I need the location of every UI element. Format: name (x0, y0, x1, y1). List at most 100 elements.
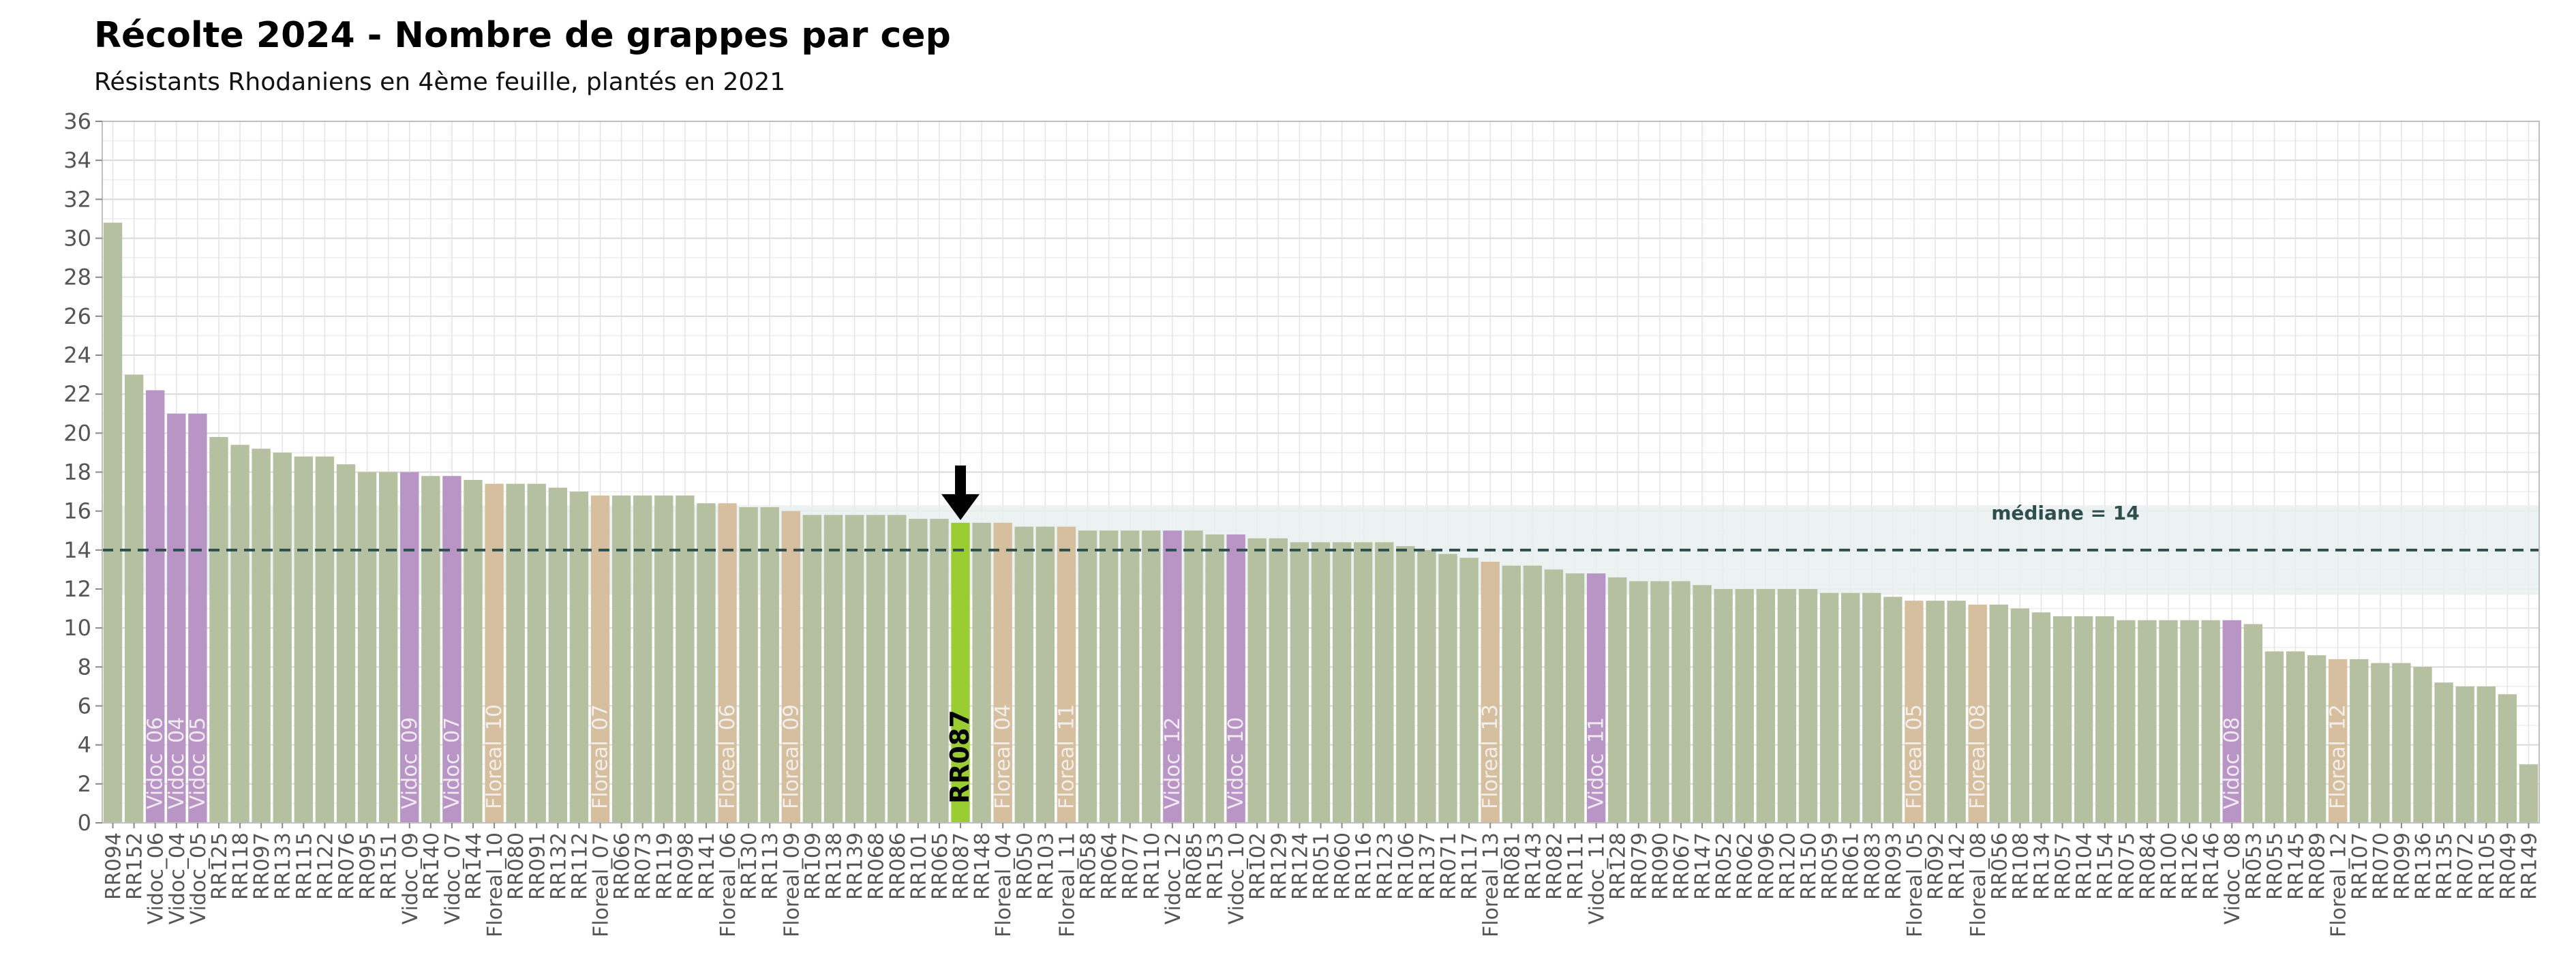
x-tick-label: RR120 (1776, 832, 1800, 900)
x-tick-label: RR101 (907, 832, 931, 900)
bar-inner-label: Floreal_09 (779, 704, 803, 809)
bar (336, 464, 356, 823)
y-tick-label: 2 (78, 771, 91, 797)
bar (760, 507, 779, 823)
x-tick-label: RR137 (1416, 832, 1440, 900)
bar (1629, 581, 1648, 823)
x-tick-label: RR145 (2285, 832, 2309, 900)
bar (167, 413, 186, 823)
bar (1671, 581, 1691, 823)
x-tick-label: RR153 (1204, 832, 1228, 900)
x-tick-label: Vidoc_07 (441, 832, 465, 924)
x-tick-label: RR060 (1331, 832, 1355, 900)
x-tick-label: RR118 (229, 832, 253, 900)
x-tick-label: Floreal_09 (780, 832, 804, 937)
bar (527, 483, 546, 823)
y-tick-label: 10 (63, 615, 91, 641)
bar (993, 522, 1012, 823)
x-tick-label: RR070 (2369, 832, 2393, 900)
bar-inner-label: Floreal_04 (991, 704, 1015, 809)
chart-title: Récolte 2024 - Nombre de grappes par cep (94, 15, 951, 56)
bar (1693, 585, 1712, 823)
bar (1544, 569, 1564, 823)
bar-inner-label: Floreal_11 (1055, 704, 1078, 809)
y-tick-label: 12 (63, 576, 91, 602)
bar (1862, 592, 1881, 823)
x-tick-label: RR084 (2136, 832, 2160, 900)
bar (2095, 616, 2115, 823)
bar (2392, 663, 2411, 823)
bar-inner-label: Vidoc_11 (1585, 717, 1609, 809)
x-tick-label: RR140 (420, 832, 444, 900)
bar-inner-label: Vidoc_09 (398, 717, 422, 809)
x-tick-label: Floreal_12 (2327, 832, 2351, 937)
bar (2476, 686, 2496, 823)
bar (2074, 616, 2093, 823)
bar-inner-label: Vidoc_04 (165, 717, 189, 809)
bar (1014, 526, 1033, 823)
x-tick-label: RR154 (2094, 832, 2118, 900)
x-tick-label: RR128 (1607, 832, 1631, 900)
bar (1883, 597, 1903, 823)
bar (146, 390, 165, 823)
x-tick-label: RR139 (844, 832, 868, 900)
x-tick-label: RR098 (674, 832, 698, 900)
x-tick-label: RR117 (1458, 832, 1482, 900)
median-label: médiane = 14 (1991, 502, 2140, 524)
bar (2498, 694, 2517, 823)
chart-subtitle: Résistants Rhodaniens en 4ème feuille, p… (94, 68, 786, 96)
bar (781, 511, 801, 823)
bar (1142, 530, 1161, 823)
x-tick-label: Floreal_11 (1055, 832, 1079, 937)
x-tick-label: RR058 (1077, 832, 1101, 900)
bar (1481, 561, 1500, 823)
x-tick-label: RR150 (1798, 832, 1821, 900)
bar (230, 444, 249, 823)
bar (2371, 663, 2390, 823)
highlight-bar-label: RR087 (945, 710, 975, 804)
bar (1565, 573, 1585, 823)
x-tick-label: RR057 (2052, 832, 2076, 900)
bar (1926, 601, 1945, 823)
bar (1205, 534, 1224, 823)
x-tick-label: RR061 (1840, 832, 1864, 900)
bar (2222, 620, 2241, 823)
bar (866, 515, 885, 823)
bar (1502, 565, 1521, 823)
x-tick-label: RR076 (335, 832, 359, 900)
y-tick-label: 20 (63, 420, 91, 446)
bar (357, 472, 377, 823)
x-tick-label: RR125 (208, 832, 232, 900)
bar (2243, 624, 2263, 823)
x-tick-label: RR109 (801, 832, 825, 900)
x-tick-label: Vidoc_12 (1162, 832, 1185, 924)
bar (103, 222, 123, 824)
x-tick-label: RR107 (2348, 832, 2372, 900)
bar (697, 503, 716, 823)
bar (2117, 620, 2136, 823)
x-tick-label: RR053 (2242, 832, 2266, 900)
bar (1459, 558, 1479, 823)
x-tick-label: RR151 (378, 832, 401, 900)
bar (124, 374, 144, 823)
x-tick-label: RR055 (2263, 832, 2287, 900)
y-tick-label: 36 (63, 108, 91, 134)
bar (972, 522, 991, 823)
x-tick-label: RR122 (314, 832, 337, 900)
y-tick-label: 14 (63, 537, 91, 563)
x-tick-label: RR146 (2200, 832, 2224, 900)
bar (951, 522, 970, 823)
bar (1947, 601, 1966, 823)
x-tick-label: Floreal_05 (1903, 832, 1927, 937)
bar (442, 476, 461, 823)
bar (654, 495, 673, 823)
bar (1840, 592, 1860, 823)
bar (1311, 542, 1331, 823)
x-tick-label: RR062 (1733, 832, 1757, 900)
bar (252, 449, 271, 823)
x-tick-label: Vidoc_06 (145, 832, 168, 924)
y-tick-label: 16 (63, 498, 91, 524)
x-tick-label: RR073 (632, 832, 656, 900)
x-tick-label: RR108 (2009, 832, 2033, 900)
